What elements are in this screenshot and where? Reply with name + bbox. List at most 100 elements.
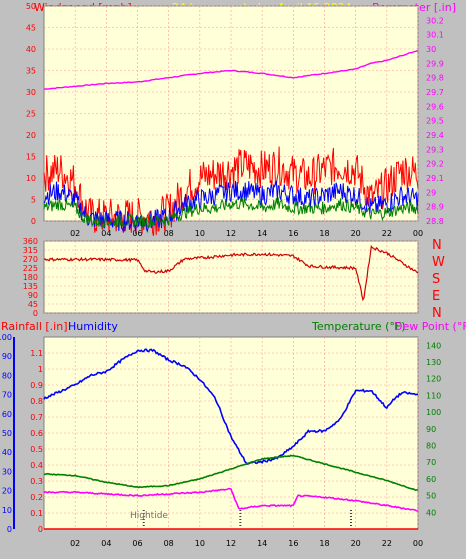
barometer-y-tick-label: 30 <box>426 45 436 54</box>
dewpoint-line <box>43 487 419 512</box>
humidity-axis-title: Humidity <box>68 320 118 333</box>
humidity-y-tick-label: 90 <box>2 352 12 361</box>
wind-y-tick-label: 5 <box>31 196 36 205</box>
wind-x-tick-label: 02 <box>70 229 80 238</box>
direction-y-tick-label: 90 <box>28 291 38 300</box>
direction-y-tick-label: 225 <box>23 264 38 273</box>
rainfall-y-tick-label: 0.6 <box>30 429 43 438</box>
humidity-y-tick-label: 40 <box>2 448 12 457</box>
wind-y-tick-label: 25 <box>26 110 36 119</box>
temperature-y-tick-label: 140 <box>426 341 441 350</box>
temperature-y-tick-label: 120 <box>426 375 441 384</box>
temperature-y-tick-label: 130 <box>426 358 441 367</box>
barometer-y-tick-label: 29.3 <box>426 145 444 154</box>
barometer-y-tick-label: 30.2 <box>426 16 444 25</box>
wind-x-tick-label: 10 <box>195 229 205 238</box>
rainfall-y-tick-label: 0.3 <box>30 477 43 486</box>
weather-x-tick-label: 06 <box>132 539 142 548</box>
wind-x-tick-label: 08 <box>164 229 174 238</box>
hightide-annotation: Hightide <box>130 511 168 521</box>
barometer-y-tick-label: 29.1 <box>426 174 444 183</box>
rainfall-y-tick-label: 0.9 <box>30 381 43 390</box>
humidity-y-tick-label: 60 <box>2 410 12 419</box>
temperature-y-tick-label: 50 <box>426 492 436 501</box>
barometer-y-tick-label: 28.9 <box>426 203 444 212</box>
axis-layer: 0510152025303540455028.828.92929.129.229… <box>0 2 444 548</box>
wind-x-tick-label: 04 <box>101 229 111 238</box>
grid-layer <box>44 5 419 530</box>
wind-y-tick-label: 45 <box>26 24 36 33</box>
weather-x-tick-label: 18 <box>319 539 329 548</box>
weather-x-tick-label: 04 <box>101 539 111 548</box>
direction-label-s: S <box>432 272 440 287</box>
rainfall-y-tick-label: 0.1 <box>30 509 43 518</box>
barometer-y-tick-label: 29.8 <box>426 74 444 83</box>
wind-x-tick-label: 00 <box>413 229 423 238</box>
temperature-y-tick-label: 110 <box>426 391 441 400</box>
temperature-y-tick-label: 100 <box>426 408 441 417</box>
wind-average-line <box>43 197 419 230</box>
wind-x-tick-label: 12 <box>226 229 236 238</box>
wind-y-tick-label: 10 <box>26 174 36 183</box>
barometer-y-tick-label: 29 <box>426 188 436 197</box>
rainfall-y-tick-label: 1 <box>38 365 43 374</box>
humidity-y-tick-label: 70 <box>2 391 12 400</box>
weather-x-tick-label: 00 <box>413 539 423 548</box>
temperature-axis-title: Temperature (°F) <box>311 320 406 333</box>
wind-y-tick-label: 50 <box>26 2 36 11</box>
wind-y-tick-label: 35 <box>26 67 36 76</box>
wind-x-tick-label: 14 <box>257 229 267 238</box>
rainfall-y-tick-label: 0.8 <box>30 397 43 406</box>
rainfall-y-tick-label: 0.4 <box>30 461 43 470</box>
barometer-y-tick-label: 29.9 <box>426 59 444 68</box>
barometer-y-tick-label: 28.8 <box>426 217 444 226</box>
rainfall-axis-title: Rainfall [.in] <box>1 320 68 333</box>
direction-label-n-bottom: N <box>432 306 442 321</box>
barometer-line <box>43 50 419 90</box>
direction-label-n-top: N <box>432 238 442 253</box>
rainfall-y-tick-label: 0.2 <box>30 493 43 502</box>
dewpoint-axis-title: Dew Point (°F) <box>394 320 466 333</box>
temperature-line <box>44 454 419 492</box>
weather-x-tick-label: 02 <box>70 539 80 548</box>
temperature-y-tick-label: 80 <box>426 442 436 451</box>
temperature-y-tick-label: 60 <box>426 475 436 484</box>
wind-x-tick-label: 22 <box>382 229 392 238</box>
wind-x-tick-label: 20 <box>351 229 361 238</box>
direction-y-tick-label: 315 <box>23 246 38 255</box>
wind-direction-line <box>43 244 419 302</box>
weather-x-tick-label: 14 <box>257 539 267 548</box>
direction-y-tick-label: 180 <box>23 273 38 282</box>
humidity-y-tick-label: 20 <box>2 487 12 496</box>
humidity-y-tick-label: 10 <box>2 506 12 515</box>
wind-y-tick-label: 40 <box>26 45 36 54</box>
humidity-line <box>43 348 419 466</box>
wind-y-tick-label: 30 <box>26 88 36 97</box>
wind-y-tick-label: 15 <box>26 153 36 162</box>
rainfall-y-tick-label: 0.7 <box>30 413 43 422</box>
direction-y-tick-label: 360 <box>23 237 38 246</box>
humidity-y-tick-label: 80 <box>2 371 12 380</box>
barometer-y-tick-label: 30.1 <box>426 31 444 40</box>
temperature-y-tick-label: 90 <box>426 425 436 434</box>
wind-y-tick-label: 20 <box>26 131 36 140</box>
weather-x-tick-label: 16 <box>288 539 298 548</box>
humidity-y-tick-label: 0 <box>7 525 12 534</box>
rainfall-y-tick-label: 0.5 <box>30 445 43 454</box>
temperature-y-tick-label: 40 <box>426 508 436 517</box>
barometer-y-tick-label: 29.2 <box>426 160 444 169</box>
wind-gust-line <box>43 146 419 237</box>
direction-y-tick-label: 0 <box>33 309 38 318</box>
wind-y-tick-label: 0 <box>31 217 36 226</box>
weather-x-tick-label: 08 <box>164 539 174 548</box>
rainfall-y-tick-label: 0 <box>38 525 43 534</box>
barometer-y-tick-label: 29.4 <box>426 131 444 140</box>
weather-x-tick-label: 12 <box>226 539 236 548</box>
humidity-y-tick-label: 100 <box>0 333 12 342</box>
barometer-y-tick-label: 29.5 <box>426 117 444 126</box>
series-layer <box>43 50 419 530</box>
humidity-y-tick-label: 50 <box>2 429 12 438</box>
barometer-y-tick-label: 29.6 <box>426 102 444 111</box>
direction-y-tick-label: 45 <box>28 300 38 309</box>
